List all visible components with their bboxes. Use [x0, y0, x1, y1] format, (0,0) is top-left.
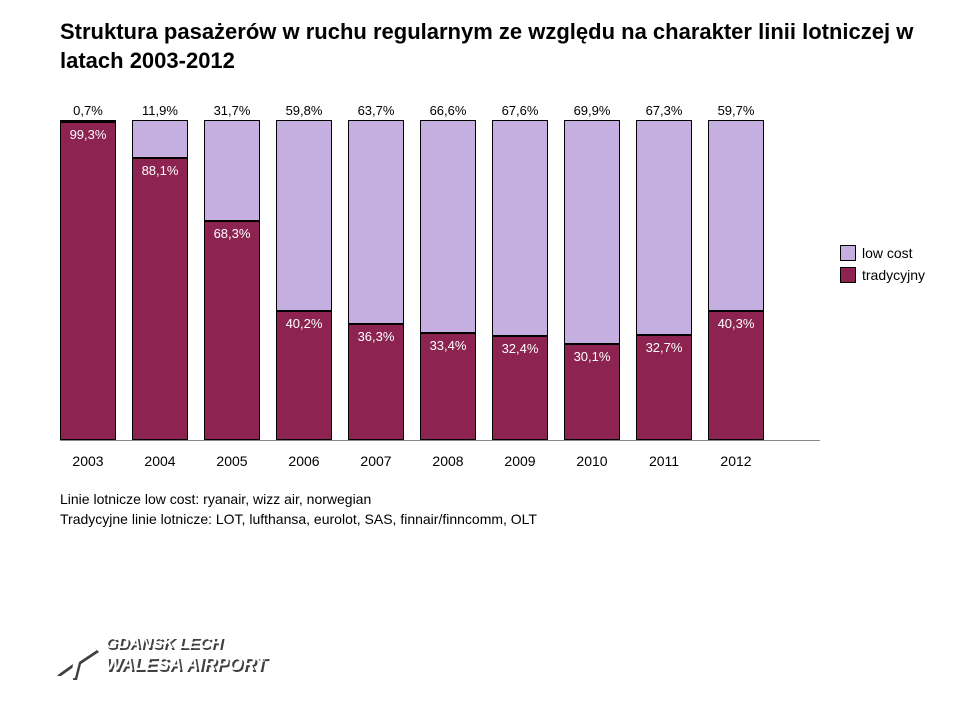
bar-2004: 11,9% 88,1%	[132, 120, 188, 440]
legend-swatch-low-cost	[840, 245, 856, 261]
bar-low-cost: 67,3%	[636, 120, 692, 335]
bar-tradycyjny: 68,3%	[204, 221, 260, 440]
bar-2012: 59,7% 40,3%	[708, 120, 764, 440]
axis-label: 2007	[348, 453, 404, 469]
axis-label: 2011	[636, 453, 692, 469]
bar-label-low-cost: 59,8%	[286, 103, 323, 118]
bar-label-low-cost: 11,9%	[142, 103, 178, 118]
legend-label-tradycyjny: tradycyjny	[862, 267, 925, 283]
bar-label-low-cost: 66,6%	[430, 103, 467, 118]
axis-label: 2003	[60, 453, 116, 469]
legend: low cost tradycyjny	[840, 245, 925, 289]
bar-low-cost: 31,7%	[204, 120, 260, 221]
stacked-bar-chart: 0,7%99,3% 11,9% 88,1% 31,7% 68,3% 59,8% 40,2% 6…	[60, 120, 820, 441]
chart-title: Struktura pasażerów w ruchu regularnym z…	[60, 18, 920, 75]
bar-label-tradycyjny: 36,3%	[358, 329, 395, 344]
bar-2009: 67,6% 32,4%	[492, 120, 548, 440]
bar-tradycyjny: 99,3%	[60, 122, 116, 440]
bar-label-tradycyjny: 33,4%	[430, 338, 467, 353]
bar-low-cost: 59,8%	[276, 120, 332, 311]
bar-tradycyjny: 32,7%	[636, 335, 692, 440]
bar-2003: 0,7%99,3%	[60, 120, 116, 440]
bar-2007: 63,7% 36,3%	[348, 120, 404, 440]
bar-low-cost: 67,6%	[492, 120, 548, 336]
axis-label: 2010	[564, 453, 620, 469]
bar-label-low-cost: 31,7%	[214, 103, 251, 118]
bar-low-cost: 11,9%	[132, 120, 188, 158]
axis-label: 2008	[420, 453, 476, 469]
bar-label-tradycyjny: 68,3%	[214, 226, 251, 241]
slide: { "title": "Struktura pasażerów w ruchu …	[0, 0, 960, 720]
bar-label-low-cost: 69,9%	[574, 103, 611, 118]
x-axis: 2003 2004 2005 2006 2007 2008 2009 2010 2011 2012	[60, 453, 820, 473]
legend-item-low-cost: low cost	[840, 245, 925, 261]
logo-line2: WALESA AIRPORT	[105, 654, 268, 674]
bar-2006: 59,8% 40,2%	[276, 120, 332, 440]
bar-low-cost: 69,9%	[564, 120, 620, 344]
bar-label-tradycyjny: 32,7%	[646, 340, 683, 355]
footnote-line-2: Tradycyjne linie lotnicze: LOT, lufthans…	[60, 510, 537, 530]
bar-2011: 67,3% 32,7%	[636, 120, 692, 440]
bar-tradycyjny: 40,2%	[276, 311, 332, 440]
axis-label: 2009	[492, 453, 548, 469]
bar-2010: 69,9% 30,1%	[564, 120, 620, 440]
bar-tradycyjny: 40,3%	[708, 311, 764, 440]
logo-line1: GDANSK LECH	[105, 635, 223, 652]
bar-2008: 66,6% 33,4%	[420, 120, 476, 440]
footnote-line-1: Linie lotnicze low cost: ryanair, wizz a…	[60, 490, 537, 510]
airport-logo: GDANSK LECH GDANSK LECH WALESA AIRPORT W…	[55, 620, 275, 690]
bar-label-tradycyjny: 32,4%	[502, 341, 539, 356]
bar-tradycyjny: 88,1%	[132, 158, 188, 440]
bar-label-low-cost: 67,6%	[502, 103, 539, 118]
bar-2005: 31,7% 68,3%	[204, 120, 260, 440]
bar-tradycyjny: 33,4%	[420, 333, 476, 440]
bar-label-low-cost: 59,7%	[718, 103, 755, 118]
legend-item-tradycyjny: tradycyjny	[840, 267, 925, 283]
bar-tradycyjny: 32,4%	[492, 336, 548, 440]
legend-label-low-cost: low cost	[862, 245, 913, 261]
bar-label-tradycyjny: 30,1%	[574, 349, 611, 364]
footnote: Linie lotnicze low cost: ryanair, wizz a…	[60, 490, 537, 529]
axis-label: 2012	[708, 453, 764, 469]
axis-label: 2005	[204, 453, 260, 469]
axis-label: 2006	[276, 453, 332, 469]
bar-label-low-cost: 63,7%	[358, 103, 395, 118]
bar-tradycyjny: 36,3%	[348, 324, 404, 440]
bar-label-tradycyjny: 88,1%	[142, 163, 179, 178]
bar-label-low-cost: 67,3%	[646, 103, 683, 118]
svg-text:®: ®	[258, 654, 266, 665]
bar-low-cost: 59,7%	[708, 120, 764, 311]
bar-low-cost: 63,7%	[348, 120, 404, 324]
legend-swatch-tradycyjny	[840, 267, 856, 283]
bar-low-cost: 66,6%	[420, 120, 476, 333]
axis-label: 2004	[132, 453, 188, 469]
bar-tradycyjny: 30,1%	[564, 344, 620, 440]
bar-label-tradycyjny: 40,2%	[286, 316, 323, 331]
bar-label-tradycyjny: 40,3%	[718, 316, 755, 331]
bar-label-tradycyjny: 99,3%	[70, 127, 107, 142]
bar-label-low-cost: 0,7%	[73, 103, 103, 118]
chart-area: 0,7%99,3% 11,9% 88,1% 31,7% 68,3% 59,8% 40,2% 6…	[60, 120, 820, 473]
